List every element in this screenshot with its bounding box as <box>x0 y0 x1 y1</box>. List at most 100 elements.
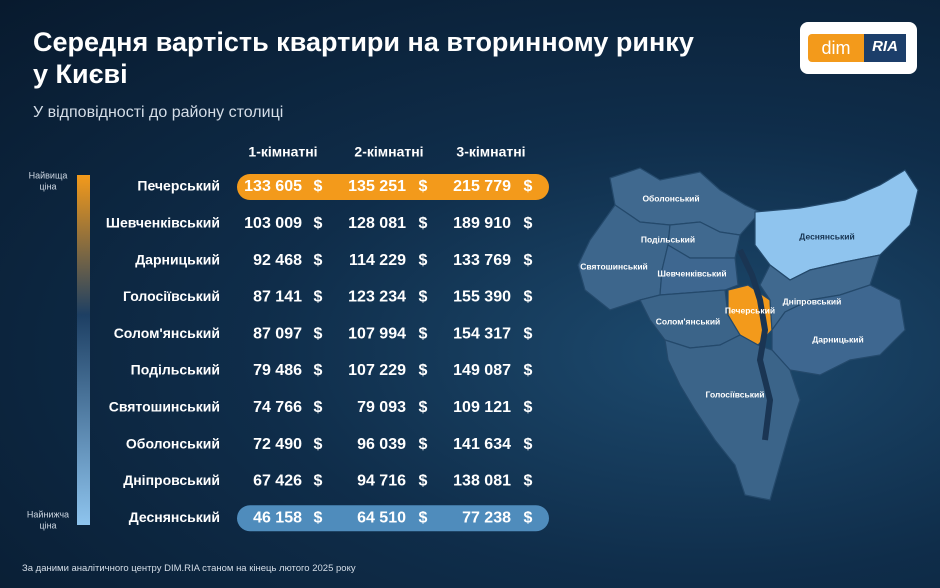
price: 133 769 <box>453 252 511 269</box>
row-highlight <box>237 505 549 532</box>
currency: $ <box>314 509 323 526</box>
currency: $ <box>314 325 323 342</box>
currency: $ <box>524 252 533 269</box>
title-line: Середня вартість квартири на вторинному … <box>33 27 694 57</box>
price: 79 486 <box>253 362 302 379</box>
currency: $ <box>524 509 533 526</box>
map-label: Деснянський <box>799 231 854 241</box>
logo: dim RIA <box>800 22 917 74</box>
price: 87 141 <box>253 289 302 306</box>
currency: $ <box>524 362 533 379</box>
currency: $ <box>419 178 428 195</box>
map-label: Солом'янський <box>656 316 721 326</box>
district-shape <box>659 244 739 296</box>
price: 133 605 <box>244 178 302 195</box>
price: 72 490 <box>253 436 302 453</box>
currency: $ <box>419 252 428 269</box>
price: 128 081 <box>348 215 406 232</box>
district-name: Святошинський <box>109 399 220 415</box>
legend-label: Найнижча <box>27 509 69 519</box>
map-label: Голосіївський <box>706 389 765 399</box>
currency: $ <box>314 399 323 416</box>
price: 109 121 <box>453 399 511 416</box>
legend-label: ціна <box>39 181 56 191</box>
currency: $ <box>419 473 428 490</box>
price: 64 510 <box>357 509 406 526</box>
currency: $ <box>524 399 533 416</box>
currency: $ <box>419 215 428 232</box>
district-name: Оболонський <box>126 435 220 451</box>
currency: $ <box>419 399 428 416</box>
logo-ria: RIA <box>864 34 906 62</box>
district-name: Солом'янський <box>114 325 220 341</box>
map <box>577 167 919 501</box>
currency: $ <box>314 252 323 269</box>
column-header: 3-кімнатні <box>456 144 525 160</box>
logo-dim: dim <box>808 34 864 62</box>
currency: $ <box>524 473 533 490</box>
column-header: 1-кімнатні <box>248 144 317 160</box>
currency: $ <box>524 436 533 453</box>
legend-label: Найвища <box>29 170 68 180</box>
price: 155 390 <box>453 289 511 306</box>
currency: $ <box>419 289 428 306</box>
price: 215 779 <box>453 178 511 195</box>
district-name: Дарницький <box>135 251 220 267</box>
price: 135 251 <box>348 178 406 195</box>
price: 114 229 <box>349 252 406 269</box>
price: 123 234 <box>348 289 406 306</box>
district-name: Печерський <box>137 178 220 194</box>
price: 79 093 <box>357 399 406 416</box>
district-shape <box>664 334 801 501</box>
currency: $ <box>314 362 323 379</box>
currency: $ <box>419 362 428 379</box>
row-highlight <box>237 174 549 200</box>
district-name: Подільський <box>131 362 220 378</box>
map-label: Печерський <box>725 305 775 315</box>
legend-label: ціна <box>39 520 56 530</box>
currency: $ <box>524 289 533 306</box>
map-label: Святошинський <box>580 261 648 271</box>
column-header: 2-кімнатні <box>354 144 423 160</box>
price: 92 468 <box>253 252 302 269</box>
title: Середня вартість квартири на вторинному … <box>33 26 773 90</box>
price: 149 087 <box>453 362 511 379</box>
currency: $ <box>314 289 323 306</box>
currency: $ <box>314 436 323 453</box>
price: 67 426 <box>253 473 302 490</box>
price: 87 097 <box>253 325 302 342</box>
currency: $ <box>314 473 323 490</box>
currency: $ <box>419 509 428 526</box>
price: 141 634 <box>453 436 511 453</box>
price: 103 009 <box>244 215 302 232</box>
currency: $ <box>524 178 533 195</box>
currency: $ <box>524 325 533 342</box>
currency: $ <box>419 325 428 342</box>
district-name: Дніпровський <box>123 472 220 488</box>
map-label: Дарницький <box>812 334 864 344</box>
price: 107 994 <box>348 325 406 342</box>
price: 154 317 <box>453 325 511 342</box>
currency: $ <box>314 178 323 195</box>
river <box>737 248 774 441</box>
footnote: За даними аналітичного центру DIM.RIA ст… <box>22 563 356 574</box>
subtitle: У відповідності до району столиці <box>33 104 284 121</box>
price: 74 766 <box>253 399 302 416</box>
title-line: у Києві <box>33 59 128 89</box>
map-label: Шевченківський <box>657 268 726 278</box>
price: 138 081 <box>453 473 511 490</box>
district-name: Деснянський <box>129 509 220 525</box>
currency: $ <box>419 436 428 453</box>
currency: $ <box>524 215 533 232</box>
district-name: Голосіївський <box>123 288 220 304</box>
scale-bar <box>77 175 90 525</box>
price: 77 238 <box>462 509 511 526</box>
price: 96 039 <box>357 436 406 453</box>
price: 94 716 <box>357 473 406 490</box>
map-label: Подільський <box>641 234 695 244</box>
price: 46 158 <box>253 509 302 526</box>
map-label: Дніпровський <box>783 296 842 306</box>
price: 107 229 <box>348 362 406 379</box>
